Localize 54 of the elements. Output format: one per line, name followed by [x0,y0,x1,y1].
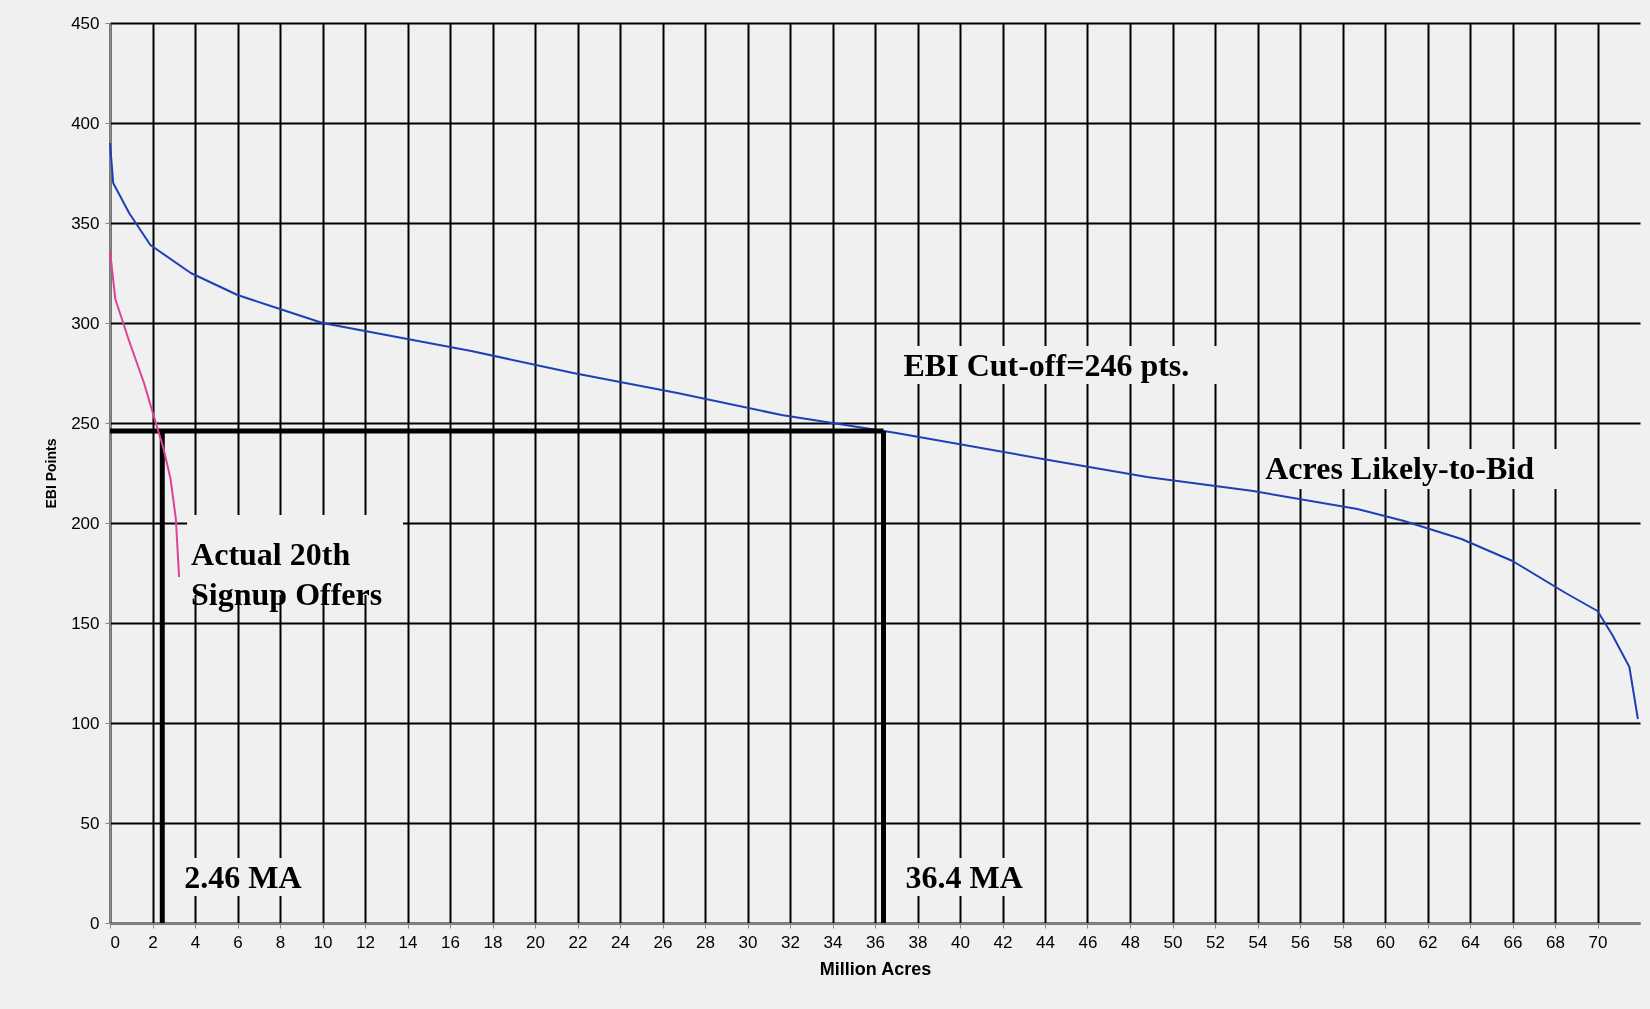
y-tick-label: 350 [71,213,100,233]
x-tick-label: 12 [356,932,375,952]
x-tick-label: 8 [275,932,286,952]
series-label: Acres Likely-to-Bid [1265,450,1535,486]
x-tick-label: 68 [1546,932,1565,952]
y-tick-label: 50 [80,813,100,833]
line-series [109,250,181,578]
y-tick-label: 400 [71,113,100,133]
x-tick-label: 54 [1248,932,1268,952]
x-tick-label: 48 [1121,932,1140,952]
x-tick-label: 26 [653,932,673,952]
x-tick-label: 10 [313,932,333,952]
y-tick-label: 300 [71,313,100,333]
x-tick-label: 34 [823,932,843,952]
x-tick-label: 18 [483,932,503,952]
x-tick-label: 2 [148,932,158,952]
x-axis-title: Million Acres [819,958,932,979]
y-tick-label: 450 [71,13,100,33]
x-tick-label: 44 [1036,932,1055,952]
ref-line-label: 2.46 MA [184,859,302,895]
x-tick-label: 52 [1206,932,1225,952]
x-tick-label: 6 [233,932,243,952]
x-tick-label: 50 [1163,932,1183,952]
x-tick-label: 28 [696,932,715,952]
x-tick-label: 70 [1588,932,1608,952]
x-tick-label: 30 [738,932,758,952]
x-tick-label: 64 [1461,932,1480,952]
x-tick-label: 24 [611,932,630,952]
y-tick-label: 0 [90,913,100,933]
y-tick-label: 250 [71,413,100,433]
x-tick-label: 36 [866,932,885,952]
x-tick-label: 38 [908,932,928,952]
x-tick-label: 20 [526,932,545,952]
x-tick-label: 32 [781,932,800,952]
x-tick-label: 66 [1503,932,1523,952]
x-tick-label: 58 [1333,932,1353,952]
x-tick-label: 22 [568,932,588,952]
x-tick-label: 62 [1418,932,1438,952]
y-axis-title: EBI Points [43,438,60,509]
x-tick-label: 0 [110,932,120,952]
series-label: Actual 20th Signup Offers [191,536,383,612]
x-tick-label: 42 [993,932,1013,952]
x-tick-label: 56 [1291,932,1310,952]
ref-line-label: EBI Cut-off=246 pts. [903,347,1190,383]
x-tick-label: 40 [951,932,970,952]
x-tick-label: 46 [1078,932,1098,952]
x-tick-label: 16 [441,932,460,952]
y-tick-label: 200 [71,513,100,533]
x-tick-label: 4 [190,932,201,952]
x-tick-label: 14 [398,932,418,952]
y-tick-label: 100 [71,713,100,733]
ref-line-label: 36.4 MA [905,859,1023,895]
x-tick-label: 60 [1376,932,1395,952]
y-tick-label: 150 [71,613,100,633]
